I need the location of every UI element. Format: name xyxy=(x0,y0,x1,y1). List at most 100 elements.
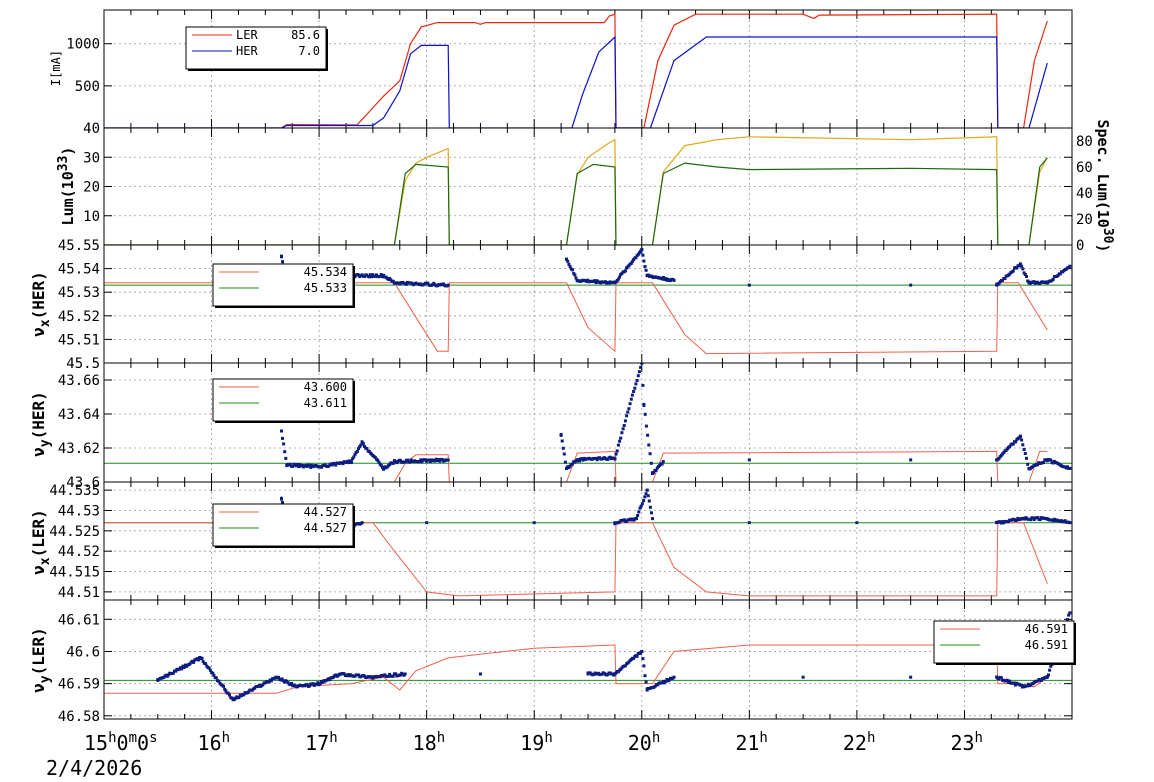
y-tick-label: 46.59 xyxy=(58,677,100,693)
time-tick-label: 20h xyxy=(628,730,661,755)
panel-frame xyxy=(103,599,1073,720)
measured-point xyxy=(560,439,564,443)
measured-point xyxy=(156,678,160,682)
measured-point xyxy=(237,696,241,699)
legend-value: 85.6 xyxy=(291,28,320,42)
measured-point xyxy=(573,273,577,277)
measured-point xyxy=(1025,275,1028,278)
legend-value: 43.611 xyxy=(304,396,347,410)
measured-point xyxy=(349,460,353,464)
measured-point xyxy=(247,690,251,694)
measured-point xyxy=(619,436,623,440)
measured-point xyxy=(855,521,859,525)
measured-point xyxy=(622,424,626,427)
measured-point xyxy=(647,443,651,447)
measured-point xyxy=(171,671,175,675)
panel-data xyxy=(104,13,1048,128)
measured-point xyxy=(1015,518,1019,522)
measured-point xyxy=(277,675,280,679)
measured-point xyxy=(632,656,636,660)
measured-point xyxy=(398,673,402,677)
measured-point xyxy=(279,496,283,500)
measured-point xyxy=(1039,679,1043,682)
measured-point xyxy=(637,370,641,374)
y-tick-label: 44.53 xyxy=(58,503,100,519)
measured-point xyxy=(642,499,646,503)
measured-point xyxy=(641,657,645,661)
measured-point xyxy=(373,456,377,459)
measured-point xyxy=(632,258,636,262)
series-line-specific-luminosity xyxy=(104,157,1048,245)
measured-point xyxy=(379,464,383,467)
measured-point xyxy=(1048,668,1052,672)
time-tick-label: 17h xyxy=(305,730,338,755)
measured-point xyxy=(281,500,284,504)
legend-value: 45.533 xyxy=(304,281,347,295)
measured-point xyxy=(593,279,597,283)
measured-point xyxy=(1063,519,1067,523)
measured-point xyxy=(1045,675,1049,679)
measured-point xyxy=(1066,618,1069,622)
measured-point xyxy=(618,520,622,524)
measured-point xyxy=(222,684,225,688)
measured-point xyxy=(620,431,624,435)
measured-point xyxy=(282,442,286,446)
measured-point xyxy=(226,691,230,695)
measured-point xyxy=(575,458,579,462)
measured-point xyxy=(267,680,271,684)
measured-point xyxy=(658,463,662,467)
measured-point xyxy=(297,465,301,469)
measured-point xyxy=(261,683,265,687)
measured-point xyxy=(640,363,644,365)
measured-point xyxy=(223,687,227,691)
measured-point xyxy=(1036,463,1039,467)
measured-point xyxy=(630,260,634,264)
measured-point xyxy=(571,462,574,466)
measured-point xyxy=(428,460,432,464)
measured-point xyxy=(627,407,631,411)
y-tick-label: 20 xyxy=(83,180,100,196)
measured-point xyxy=(663,681,667,685)
y-tick-label: 500 xyxy=(75,79,100,95)
y-tick-label: 10 xyxy=(83,209,100,225)
measured-point xyxy=(288,462,292,466)
measured-point xyxy=(648,505,652,509)
measured-point xyxy=(664,679,668,683)
measured-point xyxy=(632,390,636,393)
measured-point xyxy=(1012,681,1016,685)
measured-point xyxy=(167,673,170,677)
measured-point xyxy=(654,468,658,472)
measured-point xyxy=(629,397,633,401)
y-tick-label: 1000 xyxy=(66,37,100,53)
measured-point xyxy=(1026,462,1030,466)
y-tick-label: 40 xyxy=(83,121,100,137)
measured-point xyxy=(334,463,338,467)
legend-label: HER xyxy=(236,44,258,58)
measured-point xyxy=(1045,458,1049,462)
measured-point xyxy=(644,268,648,272)
measured-point xyxy=(382,274,386,278)
measured-point xyxy=(1020,264,1024,268)
measured-point xyxy=(367,275,371,279)
measured-point xyxy=(317,465,321,469)
panel-3: 45.5 45.51 45.52 45.53 45.54 45.55 45.534 45.53… xyxy=(58,238,1073,372)
y-tick-label: 44.525 xyxy=(49,524,100,540)
measured-point xyxy=(616,670,620,674)
measured-point xyxy=(1058,272,1062,276)
measured-point xyxy=(228,693,231,697)
measured-point xyxy=(626,410,630,414)
measured-point xyxy=(633,386,637,390)
measured-point xyxy=(296,462,300,466)
panel-6: 46.58 46.59 46.6 46.61 46.591 46.591 xyxy=(58,599,1076,725)
measured-point xyxy=(201,660,205,664)
measured-point xyxy=(623,419,627,423)
measured-point xyxy=(279,255,283,259)
measured-point xyxy=(342,672,346,676)
measured-point xyxy=(347,461,351,465)
measured-point xyxy=(1068,264,1072,268)
measured-point xyxy=(660,462,664,466)
time-tick-label: 22h xyxy=(843,730,876,755)
measured-point xyxy=(357,673,360,677)
measured-point xyxy=(620,272,624,275)
time-tick-label: 18h xyxy=(413,730,446,755)
